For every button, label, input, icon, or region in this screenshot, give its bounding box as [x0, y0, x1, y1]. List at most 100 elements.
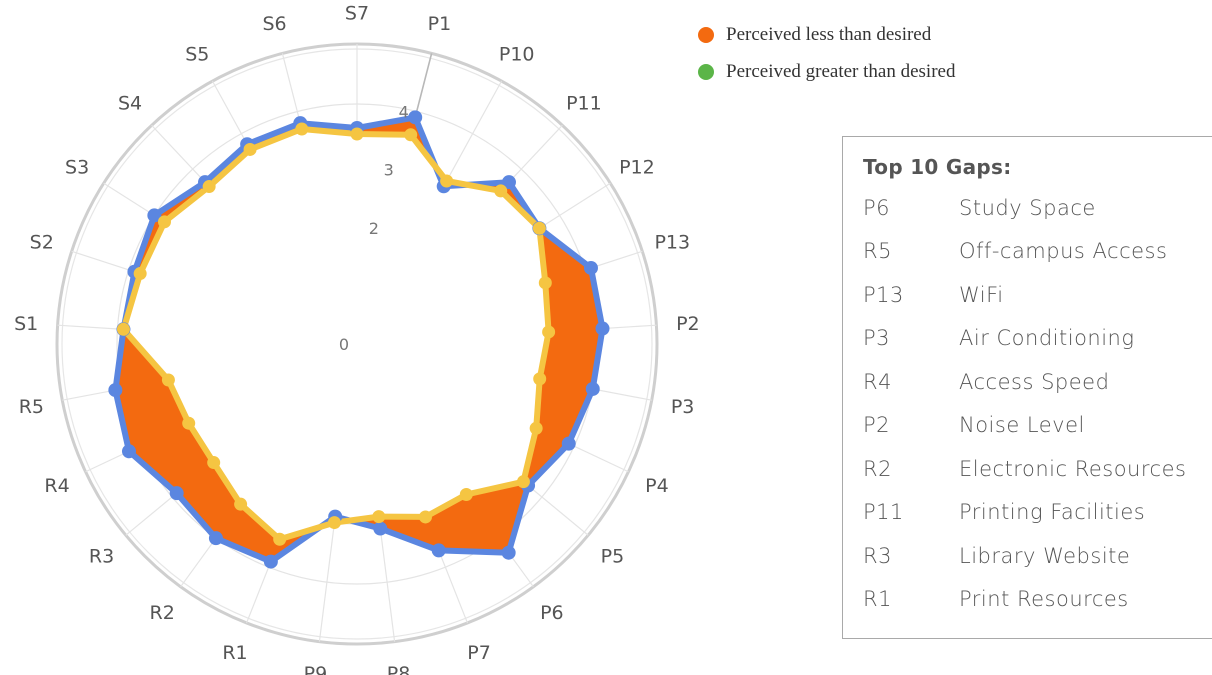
- point-perceived: [182, 416, 196, 430]
- gap-name: WiFi: [959, 283, 1004, 307]
- tick-label: 0: [339, 335, 349, 354]
- point-desired: [431, 543, 446, 558]
- gap-code: P13: [863, 283, 904, 307]
- point-desired: [208, 531, 223, 546]
- point-desired: [121, 444, 136, 459]
- point-perceived: [234, 497, 248, 511]
- point-perceived: [133, 267, 147, 281]
- point-perceived: [295, 122, 309, 136]
- point-perceived: [494, 184, 508, 198]
- point-desired: [595, 321, 610, 336]
- point-perceived: [243, 142, 257, 156]
- axis-labels: P1 P10 P11 P12 P13 P2 P3 P4 P5 P6 P7 P8 P9 R1 R2 R3 R4 R5…: [14, 3, 700, 675]
- axis-label: P9: [304, 663, 328, 675]
- point-perceived: [157, 215, 171, 229]
- point-desired: [583, 260, 598, 275]
- axis-label: P13: [654, 232, 690, 254]
- point-perceived: [372, 510, 386, 524]
- axis-label: P2: [676, 313, 700, 335]
- gap-name: Study Space: [959, 196, 1096, 220]
- point-desired: [501, 175, 516, 190]
- axis-label: S3: [65, 156, 89, 178]
- gap-code: R3: [863, 544, 892, 568]
- gap-name: Printing Facilities: [959, 500, 1146, 524]
- axis-label: R2: [150, 602, 175, 624]
- legend-swatch-less: [698, 26, 714, 43]
- gap-fill: [115, 117, 603, 562]
- point-perceived: [273, 532, 287, 546]
- axis-label: P6: [540, 602, 564, 624]
- point-perceived: [532, 221, 546, 235]
- axis-label: S1: [14, 313, 38, 335]
- point-desired: [408, 110, 423, 125]
- gap-name: Library Website: [959, 544, 1131, 568]
- point-perceived: [207, 456, 221, 470]
- gap-row: R1 Print Resources: [863, 587, 1129, 611]
- axis-label: P5: [601, 545, 625, 567]
- point-perceived: [350, 127, 364, 141]
- axis-label: R1: [222, 642, 247, 664]
- legend-item-less: Perceived less than desired: [698, 16, 955, 53]
- axis-label: R3: [89, 545, 114, 567]
- point-perceived: [440, 174, 454, 188]
- gap-code: R4: [863, 370, 892, 394]
- gap-row: R4 Access Speed: [863, 370, 1109, 394]
- gap-name: Air Conditioning: [959, 326, 1135, 350]
- tick-labels: 0 2 3 4: [339, 103, 409, 354]
- gap-name: Off-campus Access: [959, 239, 1168, 263]
- point-desired: [373, 521, 388, 536]
- axis-label: S2: [30, 232, 54, 254]
- axis-label: R4: [44, 475, 69, 497]
- gap-row: P6 Study Space: [863, 196, 1096, 220]
- gap-code: P3: [863, 326, 891, 350]
- perceived-interior: [123, 129, 549, 540]
- axis-label: P8: [387, 663, 411, 675]
- legend-label-less: Perceived less than desired: [726, 23, 932, 45]
- axis-label: P4: [645, 475, 669, 497]
- axis-label: S5: [185, 44, 209, 66]
- point-perceived: [116, 322, 130, 336]
- point-desired: [263, 554, 278, 569]
- axis-label: S4: [118, 92, 142, 114]
- radar-chart: 0 2 3 4 P1 P10 P11 P12 P13 P2 P3 P4 P5 P6 P7 P8 P9 R1 R2 R…: [14, 3, 700, 675]
- gap-row: P11 Printing Facilities: [863, 500, 1145, 524]
- gap-code: R5: [863, 239, 892, 263]
- gap-code: R2: [863, 457, 892, 481]
- gap-name: Electronic Resources: [959, 457, 1187, 481]
- gap-row: R5 Off-campus Access: [863, 239, 1167, 263]
- point-perceived: [327, 516, 341, 530]
- point-desired: [501, 545, 516, 560]
- point-desired: [169, 486, 184, 501]
- point-perceived: [516, 475, 530, 489]
- point-desired: [108, 383, 123, 398]
- axis-label: P7: [467, 642, 491, 664]
- axis-label: P12: [619, 156, 655, 178]
- series-line-perceived: [120, 126, 552, 543]
- axis-label: R5: [19, 396, 44, 418]
- gap-row: P3 Air Conditioning: [863, 326, 1134, 350]
- point-desired: [147, 208, 162, 223]
- gap-name: Print Resources: [959, 587, 1129, 611]
- point-perceived: [529, 421, 543, 435]
- point-perceived: [459, 487, 473, 501]
- point-perceived: [542, 325, 556, 339]
- tick-label: 3: [384, 161, 394, 180]
- gap-code: R1: [863, 587, 892, 611]
- axis-label: S6: [262, 13, 286, 35]
- legend-label-greater: Perceived greater than desired: [726, 60, 956, 82]
- tick-label: 4: [399, 103, 409, 122]
- gap-row: R2 Electronic Resources: [863, 457, 1186, 481]
- point-desired: [585, 381, 600, 396]
- axis-label: P3: [671, 396, 695, 418]
- gap-code: P2: [863, 413, 891, 437]
- axis-label: S7: [345, 3, 369, 25]
- point-perceived: [418, 510, 432, 524]
- top-gaps-panel: Top 10 Gaps: P6 Study Space R5 Off-campus …: [842, 136, 1212, 639]
- series-line-desired: [112, 114, 606, 565]
- axis-label: P10: [499, 44, 535, 66]
- point-perceived: [533, 372, 547, 386]
- point-perceived: [202, 180, 216, 194]
- point-perceived: [404, 128, 418, 142]
- point-perceived: [538, 276, 552, 290]
- gap-row: P2 Noise Level: [863, 413, 1085, 437]
